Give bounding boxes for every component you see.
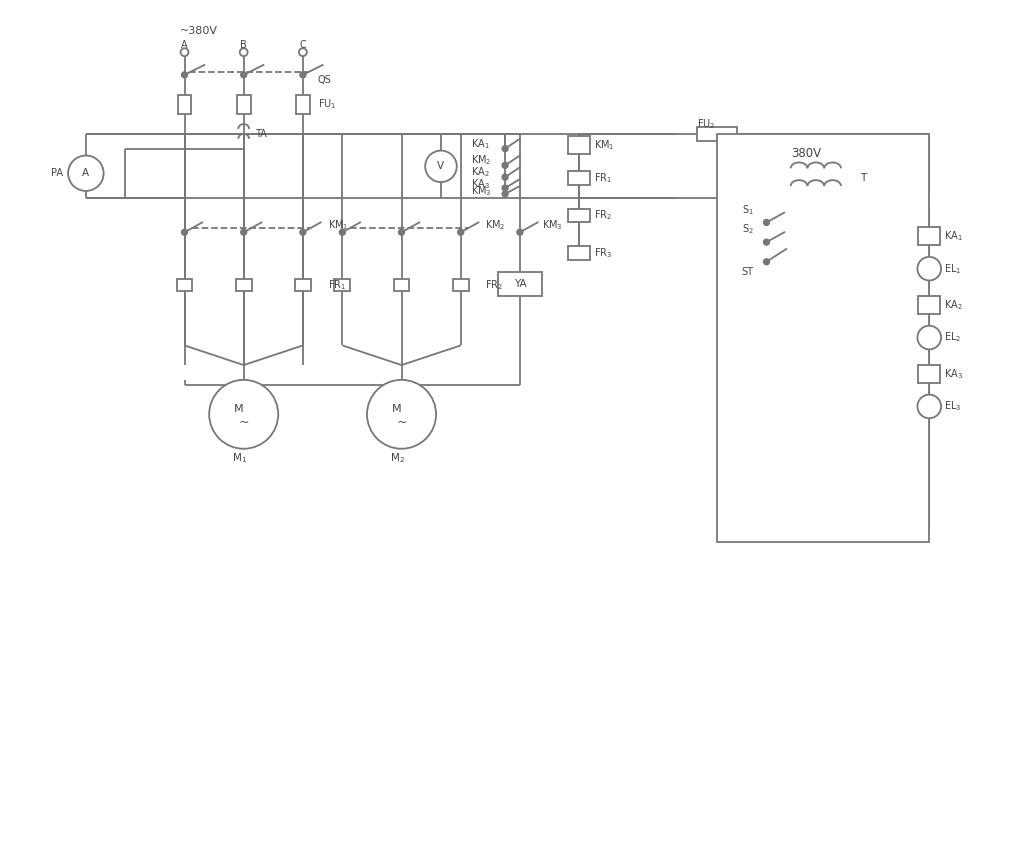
Text: EL$_2$: EL$_2$ [944,331,962,345]
Text: KM$_1$: KM$_1$ [328,219,348,232]
Text: YA: YA [514,279,526,289]
Text: ~380V: ~380V [180,26,218,35]
Text: KM$_3$: KM$_3$ [471,184,492,198]
Bar [919,296,940,314]
Text: KM$_3$: KM$_3$ [542,219,562,232]
Circle shape [517,230,522,235]
Circle shape [241,72,247,78]
Bar [237,94,251,114]
Text: EL$_1$: EL$_1$ [944,262,962,276]
Text: FR$_1$: FR$_1$ [328,278,346,292]
Bar [335,279,350,291]
Text: FR$_1$: FR$_1$ [594,171,612,185]
Circle shape [503,162,508,168]
Text: KA$_2$: KA$_2$ [471,165,489,179]
Circle shape [503,146,508,151]
Bar [567,246,591,260]
Circle shape [181,230,187,235]
Text: ~: ~ [239,416,249,429]
Bar [567,171,591,185]
Text: M: M [392,404,401,415]
Bar [567,136,591,154]
Circle shape [764,259,769,264]
Text: FR$_3$: FR$_3$ [594,246,612,260]
Text: M: M [233,404,244,415]
Circle shape [240,48,248,56]
Bar [697,127,737,141]
Text: T: T [860,173,866,183]
Text: KA$_1$: KA$_1$ [944,229,963,243]
Bar [236,279,252,291]
Text: 380V: 380V [791,147,821,160]
Text: KA$_3$: KA$_3$ [471,177,489,191]
Text: FU$_1$: FU$_1$ [317,98,336,111]
Circle shape [180,48,188,56]
Text: KA$_1$: KA$_1$ [471,137,489,150]
Circle shape [503,191,508,197]
Bar [499,271,542,296]
Bar [453,279,469,291]
Text: QS: QS [317,75,332,85]
Text: A: A [82,168,89,178]
Text: S$_1$: S$_1$ [741,203,754,217]
Text: TA: TA [256,129,267,139]
Bar [919,365,940,383]
Circle shape [918,395,941,418]
Text: C: C [299,41,306,50]
Text: FR$_2$: FR$_2$ [485,278,504,292]
Circle shape [764,219,769,226]
Bar [567,208,591,222]
Bar [393,279,410,291]
Text: PA: PA [51,168,63,178]
Circle shape [503,175,508,180]
Circle shape [425,150,457,182]
Text: KA$_2$: KA$_2$ [944,298,963,312]
Text: KM$_2$: KM$_2$ [485,219,506,232]
Text: M$_1$: M$_1$ [232,452,247,466]
Text: FR$_2$: FR$_2$ [594,208,612,222]
Text: ST: ST [741,267,754,276]
Text: ~: ~ [396,416,407,429]
Circle shape [764,239,769,245]
Text: B: B [241,41,247,50]
Text: KM$_2$: KM$_2$ [471,154,492,168]
Text: V: V [437,162,444,171]
Circle shape [458,230,464,235]
Text: A: A [181,41,187,50]
Circle shape [503,185,508,191]
Text: S$_2$: S$_2$ [741,222,754,236]
Bar [919,227,940,245]
Circle shape [241,230,247,235]
Text: KM$_1$: KM$_1$ [594,137,614,151]
Bar [296,94,310,114]
Text: M$_2$: M$_2$ [390,452,406,466]
Circle shape [300,72,305,78]
Circle shape [69,156,103,191]
Text: FU$_2$: FU$_2$ [697,118,716,131]
Circle shape [181,72,187,78]
Bar [717,134,929,543]
Text: KA$_3$: KA$_3$ [944,367,963,381]
Circle shape [918,326,941,349]
Bar [176,279,193,291]
Circle shape [918,257,941,281]
Circle shape [300,230,305,235]
Circle shape [367,380,436,448]
Circle shape [299,48,307,56]
Circle shape [398,230,404,235]
Circle shape [340,230,345,235]
Bar [295,279,310,291]
Circle shape [209,380,279,448]
Bar [177,94,191,114]
Text: EL$_3$: EL$_3$ [944,399,962,413]
